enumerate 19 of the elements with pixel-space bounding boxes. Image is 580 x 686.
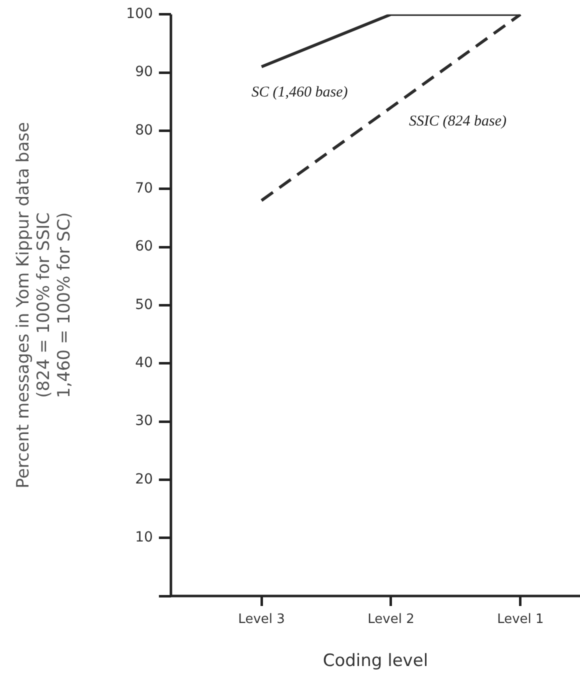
series-label: SSIC (824 base): [408, 113, 506, 130]
y-tick-label: 70: [135, 180, 153, 197]
y-tick-label: 60: [135, 238, 153, 255]
y-tick-label: 30: [135, 413, 153, 430]
text: Percent messages in Yom Kippur data base: [14, 122, 34, 488]
y-tick-label: 90: [135, 64, 153, 80]
series-label: SC (1,460 base): [252, 84, 348, 101]
y-tick-label: 20: [135, 471, 153, 488]
y-tick-label: 80: [135, 122, 153, 138]
x-axis-title: Coding level: [322, 651, 428, 672]
x-tick-label: Level 2: [368, 612, 414, 628]
text: (824 = 100% for SSIC: [34, 212, 54, 398]
y-tick-label: 10: [135, 529, 153, 546]
y-tick-label: 40: [135, 355, 153, 371]
x-tick-label: Level 3: [238, 612, 285, 628]
y-tick-label: 50: [135, 296, 153, 313]
y-tick-label: 100: [126, 6, 153, 22]
x-tick-label: Level 1: [497, 612, 544, 628]
text: 1,460 = 100% for SC): [54, 212, 74, 398]
